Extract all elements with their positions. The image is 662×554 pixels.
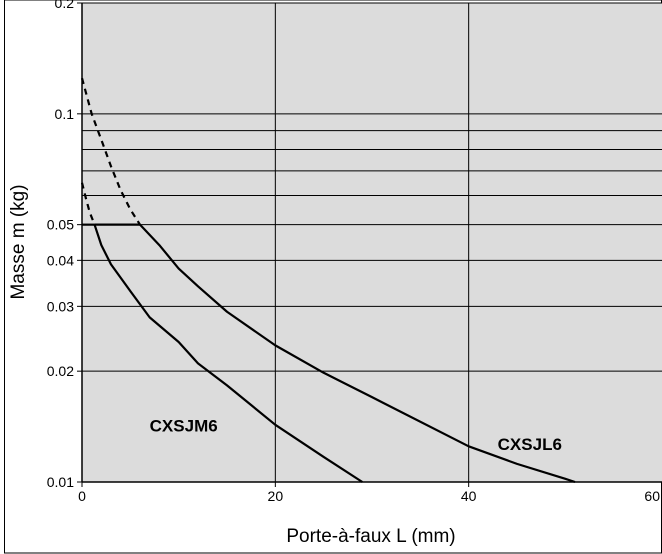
y-tick-label: 0.04 bbox=[47, 252, 74, 268]
y-tick-label: 0.03 bbox=[47, 298, 74, 314]
y-tick-label: 0.05 bbox=[47, 217, 74, 233]
y-axis-label: Masse m (kg) bbox=[8, 184, 29, 299]
x-tick-label: 40 bbox=[461, 488, 477, 504]
series-label-cxsjl6: CXSJL6 bbox=[498, 435, 562, 454]
plot-area: CXSJM6 CXSJL6 bbox=[80, 2, 662, 484]
series-cxsjl6-dashed-line bbox=[80, 77, 141, 226]
series-cxsjm6-dashed-line bbox=[80, 182, 96, 226]
y-tick-label: 0.1 bbox=[55, 106, 75, 122]
series-cxsjm6-line bbox=[93, 224, 363, 483]
x-tick-label: 20 bbox=[268, 488, 284, 504]
x-tick-label: 60 bbox=[644, 488, 660, 504]
series-label-cxsjm6: CXSJM6 bbox=[150, 417, 218, 436]
plot-background bbox=[82, 3, 662, 482]
x-axis: 0 20 40 60 bbox=[78, 482, 662, 504]
x-tick-label: 0 bbox=[78, 488, 86, 504]
y-tick-label: 0.2 bbox=[55, 0, 75, 11]
y-tick-label: 0.01 bbox=[47, 474, 74, 490]
x-axis-label: Porte-à-faux L (mm) bbox=[286, 526, 455, 547]
y-tick-label: 0.02 bbox=[47, 363, 74, 379]
series-cxsjl6-line bbox=[139, 223, 576, 484]
y-axis: 0.01 0.02 0.03 0.04 0.05 0.1 0.2 bbox=[47, 0, 82, 490]
